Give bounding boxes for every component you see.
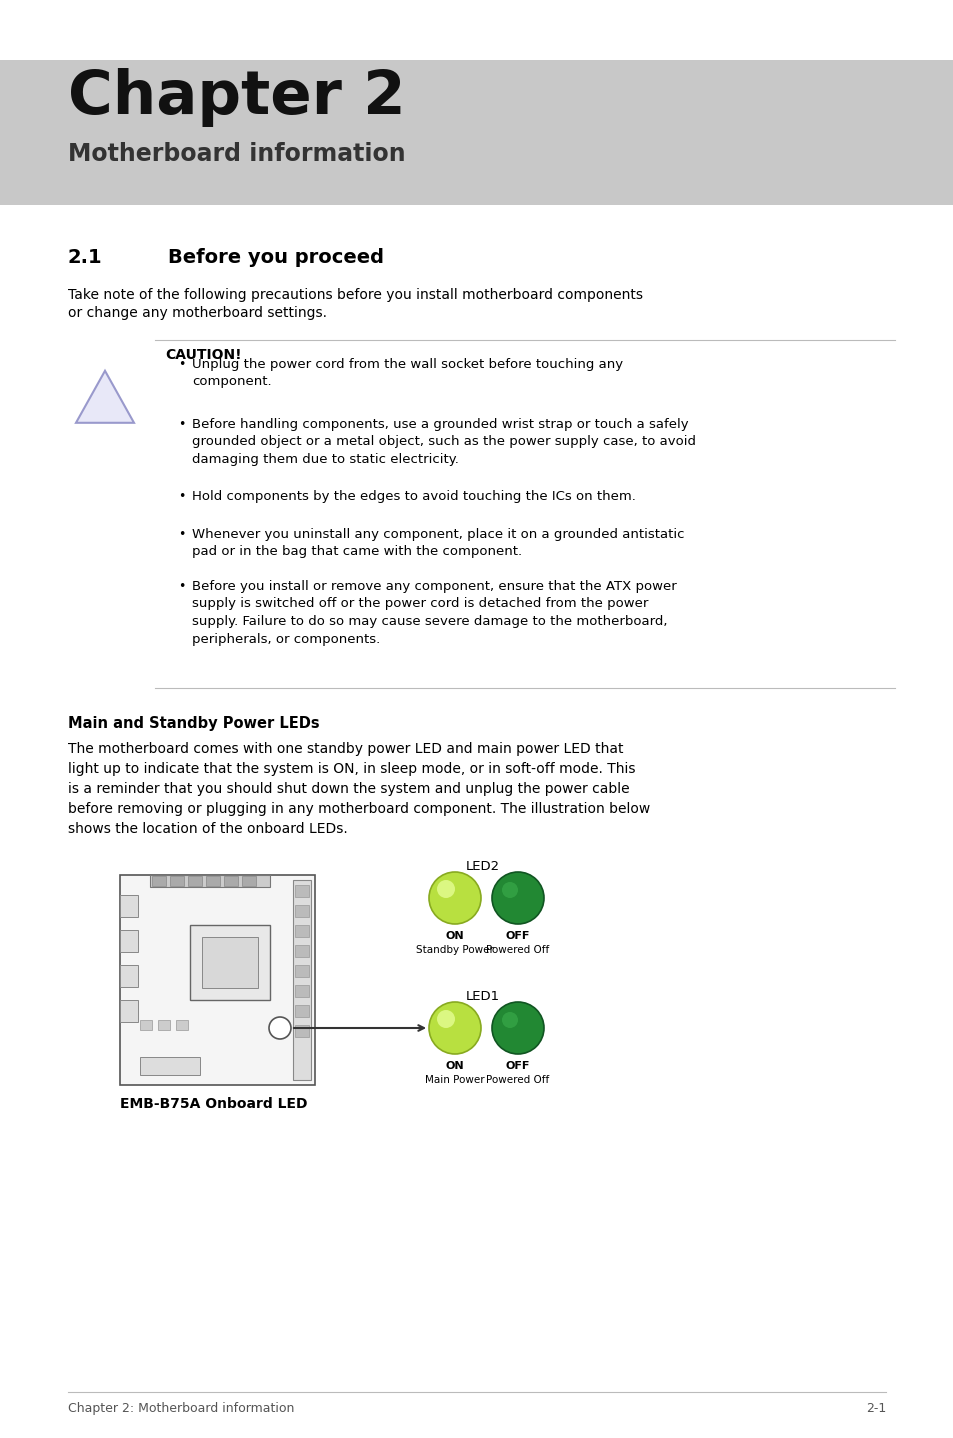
Bar <box>294 985 309 997</box>
Circle shape <box>492 871 543 925</box>
Bar <box>293 880 311 1080</box>
Text: Take note of the following precautions before you install motherboard components: Take note of the following precautions b… <box>68 288 642 302</box>
Text: Whenever you uninstall any component, place it on a grounded antistatic
pad or i: Whenever you uninstall any component, pl… <box>192 528 684 558</box>
Text: before removing or plugging in any motherboard component. The illustration below: before removing or plugging in any mothe… <box>68 802 650 815</box>
Text: !: ! <box>99 385 111 408</box>
Text: OFF: OFF <box>505 1061 530 1071</box>
Bar <box>120 874 314 1086</box>
Bar <box>294 884 309 897</box>
Text: EMB-B75A Onboard LED: EMB-B75A Onboard LED <box>120 1097 307 1112</box>
Text: 2.1: 2.1 <box>68 247 103 267</box>
Text: Before handling components, use a grounded wrist strap or touch a safely
grounde: Before handling components, use a ground… <box>192 418 696 466</box>
Bar <box>294 905 309 917</box>
Circle shape <box>429 1002 480 1054</box>
Text: shows the location of the onboard LEDs.: shows the location of the onboard LEDs. <box>68 823 348 835</box>
Bar <box>0 60 953 206</box>
Bar <box>294 1025 309 1037</box>
Bar <box>140 1057 200 1076</box>
Bar <box>294 945 309 958</box>
Text: •: • <box>178 528 185 541</box>
Text: Chapter 2: Motherboard information: Chapter 2: Motherboard information <box>68 1402 294 1415</box>
Text: Before you install or remove any component, ensure that the ATX power
supply is : Before you install or remove any compone… <box>192 580 676 646</box>
Text: The motherboard comes with one standby power LED and main power LED that: The motherboard comes with one standby p… <box>68 742 623 756</box>
Bar <box>170 876 184 886</box>
Bar <box>175 1020 188 1030</box>
Bar <box>294 925 309 938</box>
Bar <box>294 965 309 976</box>
Text: OFF: OFF <box>505 930 530 940</box>
Text: or change any motherboard settings.: or change any motherboard settings. <box>68 306 327 321</box>
Circle shape <box>269 1017 291 1040</box>
Bar <box>150 874 270 887</box>
Text: Unplug the power cord from the wall socket before touching any
component.: Unplug the power cord from the wall sock… <box>192 358 622 388</box>
Bar <box>202 938 257 988</box>
Circle shape <box>436 1009 455 1028</box>
Text: light up to indicate that the system is ON, in sleep mode, or in soft-off mode. : light up to indicate that the system is … <box>68 762 635 777</box>
Circle shape <box>501 881 517 897</box>
Bar <box>152 876 166 886</box>
Bar <box>224 876 237 886</box>
Circle shape <box>429 871 480 925</box>
Bar <box>120 999 138 1022</box>
Text: •: • <box>178 358 185 371</box>
Text: Main and Standby Power LEDs: Main and Standby Power LEDs <box>68 716 319 731</box>
Text: Hold components by the edges to avoid touching the ICs on them.: Hold components by the edges to avoid to… <box>192 490 636 503</box>
Bar <box>120 965 138 986</box>
Circle shape <box>501 1012 517 1028</box>
Text: is a reminder that you should shut down the system and unplug the power cable: is a reminder that you should shut down … <box>68 782 629 797</box>
Text: Before you proceed: Before you proceed <box>168 247 384 267</box>
Text: Standby Power: Standby Power <box>416 945 494 955</box>
Bar <box>294 1005 309 1017</box>
Bar <box>206 876 220 886</box>
Bar <box>140 1020 152 1030</box>
Text: LED2: LED2 <box>465 860 499 873</box>
Text: Main Power: Main Power <box>425 1076 484 1086</box>
Circle shape <box>436 880 455 897</box>
Polygon shape <box>76 371 133 423</box>
Bar <box>242 876 255 886</box>
Text: Motherboard information: Motherboard information <box>68 142 405 165</box>
Bar <box>190 925 270 999</box>
Text: •: • <box>178 490 185 503</box>
Text: ON: ON <box>445 1061 464 1071</box>
Bar <box>120 894 138 917</box>
Text: Powered Off: Powered Off <box>486 945 549 955</box>
Bar <box>120 930 138 952</box>
Text: 2-1: 2-1 <box>864 1402 885 1415</box>
Text: •: • <box>178 418 185 431</box>
Text: ON: ON <box>445 930 464 940</box>
Circle shape <box>492 1002 543 1054</box>
Bar <box>188 876 202 886</box>
Bar <box>158 1020 170 1030</box>
Text: Powered Off: Powered Off <box>486 1076 549 1086</box>
Text: CAUTION!: CAUTION! <box>165 348 241 362</box>
Text: LED1: LED1 <box>465 989 499 1002</box>
Text: Chapter 2: Chapter 2 <box>68 68 405 127</box>
Text: •: • <box>178 580 185 592</box>
